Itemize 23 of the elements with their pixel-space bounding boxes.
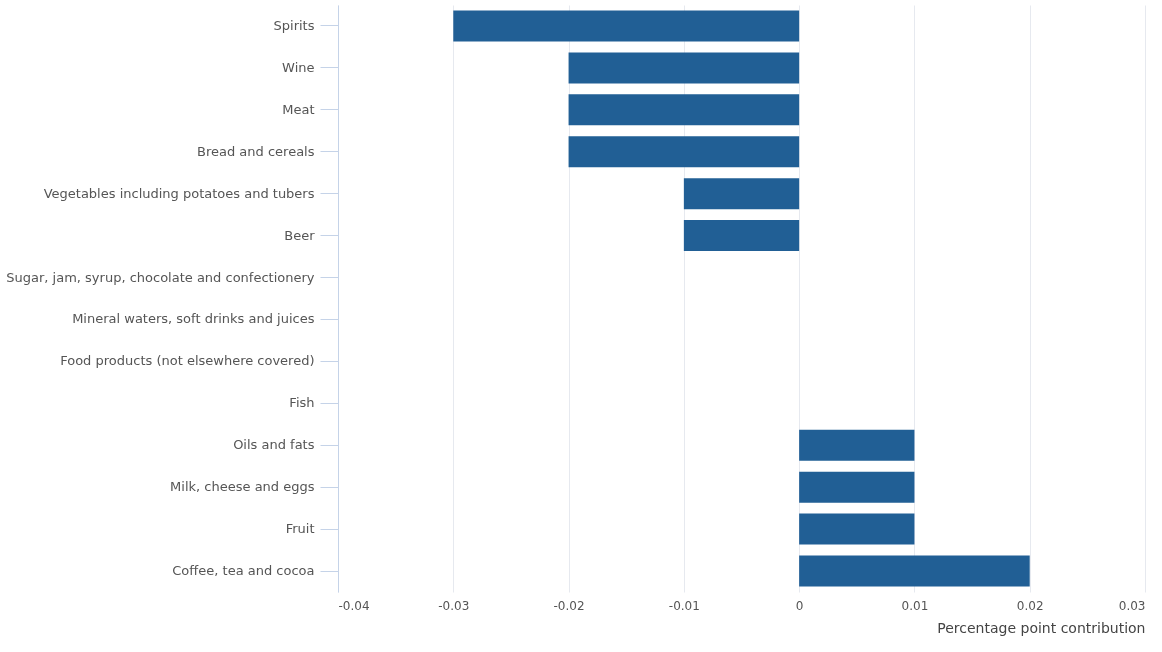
y-tick-label: Coffee, tea and cocoa [172,563,315,579]
y-tick-label: Beer [284,227,316,243]
x-tick-label: 0.03 [1118,598,1146,613]
y-tick-label: Sugar, jam, syrup, chocolate and confectionery [6,269,315,285]
y-tick-label: Vegetables including potatoes and tubers [43,185,315,201]
y-tick-label: Food products (not elsewhere covered) [60,353,315,369]
x-axis-title: Percentage point contribution [937,619,1146,636]
y-tick-label: Wine [282,59,315,75]
x-tick-label: -0.04 [338,598,370,613]
y-tick-label: Milk, cheese and eggs [170,479,315,495]
x-tick-label: 0.01 [901,598,929,613]
x-tick-label: 0.02 [1016,598,1044,613]
y-tick-label: Mineral waters, soft drinks and juices [72,311,315,327]
y-tick-label: Meat [282,101,315,117]
x-tick-label: -0.03 [438,598,470,613]
y-tick-label: Fish [289,395,315,411]
y-tick-label: Spirits [273,17,315,33]
x-tick-label: -0.02 [553,598,585,613]
y-tick-label: Fruit [285,521,315,537]
x-tick-label: -0.01 [668,598,700,613]
y-tick-label: Oils and fats [233,437,315,453]
y-tick-label: Bread and cereals [197,143,315,159]
x-tick-label: 0 [795,598,804,613]
